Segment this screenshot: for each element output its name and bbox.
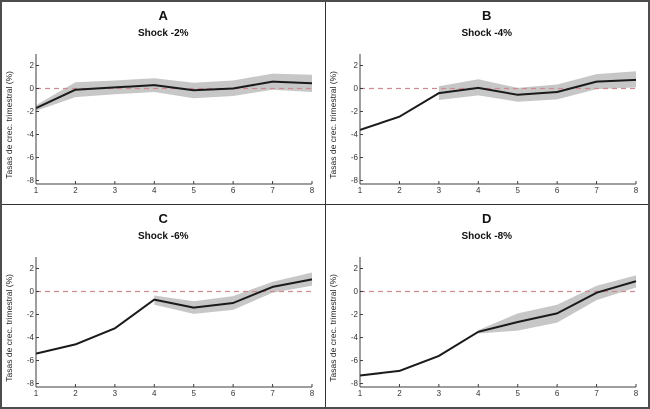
y-tick-label: -6	[350, 153, 358, 162]
y-axis-label: Tasas de crec. trimestral (%)	[4, 71, 14, 179]
x-tick-label: 3	[113, 389, 118, 398]
y-tick-label: 0	[30, 287, 35, 296]
y-tick-label: 2	[353, 61, 358, 70]
x-tick-label: 5	[191, 186, 196, 195]
y-tick-label: -4	[27, 130, 35, 139]
panel-a: A Shock -2% Tasas de crec. trimestral (%…	[2, 2, 325, 204]
x-tick-label: 1	[34, 186, 39, 195]
panel-b: B Shock -4% Tasas de crec. trimestral (%…	[325, 2, 649, 204]
x-tick-label: 6	[554, 389, 559, 398]
x-tick-label: 8	[633, 186, 638, 195]
x-tick-label: 4	[152, 389, 157, 398]
x-tick-label: 8	[633, 389, 638, 398]
confidence-band	[438, 71, 636, 102]
x-tick-label: 7	[594, 389, 599, 398]
y-tick-label: -8	[27, 176, 35, 185]
panel-d: D Shock -8% Tasas de crec. trimestral (%…	[325, 205, 649, 407]
x-tick-label: 1	[357, 186, 362, 195]
x-tick-label: 4	[152, 186, 157, 195]
x-tick-label: 2	[397, 186, 402, 195]
y-tick-label: 0	[30, 84, 35, 93]
plot-canvas-a: 2 0 -2 -4 -6 -81 2 3 4 5 6 7 8	[27, 54, 315, 195]
panel-title: Shock -6%	[137, 231, 189, 242]
x-tick-label: 7	[594, 186, 599, 195]
y-tick-label: -6	[27, 356, 35, 365]
y-tick-label: 2	[30, 264, 35, 273]
y-tick-label: -2	[350, 310, 358, 319]
y-tick-label: -6	[350, 356, 358, 365]
response-line	[35, 278, 313, 355]
x-tick-label: 4	[476, 389, 481, 398]
confidence-band	[36, 73, 312, 111]
x-tick-label: 8	[310, 186, 315, 195]
y-tick-label: -2	[27, 107, 35, 116]
y-tick-label: -2	[350, 107, 358, 116]
panel-letter: D	[482, 211, 492, 226]
y-tick-label: -6	[27, 153, 35, 162]
x-tick-label: 5	[515, 186, 520, 195]
response-line	[35, 80, 313, 110]
confidence-band	[154, 272, 312, 314]
x-tick-label: 2	[73, 389, 78, 398]
x-tick-label: 6	[554, 186, 559, 195]
panel-c: C Shock -6% Tasas de crec. trimestral (%…	[2, 205, 325, 407]
x-tick-label: 3	[436, 186, 441, 195]
plot-row: Tasas de crec. trimestral (%) 2 0 -2 -4 -6 -8…	[2, 46, 325, 204]
y-tick-label: -8	[350, 379, 358, 388]
plot-row: Tasas de crec. trimestral (%) 2 0 -2 -4 -6 -8…	[326, 249, 649, 407]
y-tick-label: -8	[350, 176, 358, 185]
x-tick-label: 2	[397, 389, 402, 398]
plot-row: Tasas de crec. trimestral (%) 2 0 -2 -4 -6 -8…	[2, 249, 325, 407]
y-tick-label: -2	[27, 310, 35, 319]
plot-canvas-c: 2 0 -2 -4 -6 -81 2 3 4 5 6 7 8	[27, 257, 315, 398]
panel-title: Shock -4%	[461, 28, 513, 39]
y-axis-label: Tasas de crec. trimestral (%)	[327, 71, 338, 179]
y-tick-label: 2	[30, 61, 35, 70]
response-line	[359, 280, 636, 377]
y-tick-label: -4	[350, 130, 358, 139]
x-tick-label: 1	[34, 389, 39, 398]
x-tick-label: 1	[357, 389, 362, 398]
x-tick-label: 5	[515, 389, 520, 398]
y-tick-label: 2	[353, 264, 358, 273]
x-tick-label: 8	[310, 389, 315, 398]
y-tick-label: -4	[350, 333, 358, 342]
plot-row: Tasas de crec. trimestral (%) 2 0 -2 -4 -6 -8…	[326, 46, 649, 204]
panel-title: Shock -8%	[461, 231, 513, 242]
y-tick-label: 0	[353, 84, 358, 93]
x-tick-label: 2	[73, 186, 78, 195]
panel-letter: A	[158, 8, 168, 23]
y-tick-label: -8	[27, 379, 35, 388]
y-axis-label: Tasas de crec. trimestral (%)	[327, 274, 338, 382]
y-tick-label: -4	[27, 333, 35, 342]
panel-letter: B	[482, 8, 492, 23]
x-tick-label: 7	[270, 389, 275, 398]
plot-canvas-d: 2 0 -2 -4 -6 -81 2 3 4 5 6 7 8	[350, 257, 638, 398]
y-tick-label: 0	[353, 287, 358, 296]
x-tick-label: 6	[231, 389, 236, 398]
x-tick-label: 3	[113, 186, 118, 195]
y-axis-label: Tasas de crec. trimestral (%)	[4, 274, 14, 382]
x-tick-label: 6	[231, 186, 236, 195]
response-line	[359, 78, 636, 131]
plot-canvas-b: 2 0 -2 -4 -6 -81 2 3 4 5 6 7 8	[350, 54, 638, 195]
panel-title: Shock -2%	[137, 28, 189, 39]
panel-letter: C	[158, 211, 168, 226]
x-tick-label: 3	[436, 389, 441, 398]
confidence-band	[477, 275, 636, 334]
x-tick-label: 5	[191, 389, 196, 398]
x-tick-label: 7	[270, 186, 275, 195]
x-tick-label: 4	[476, 186, 481, 195]
